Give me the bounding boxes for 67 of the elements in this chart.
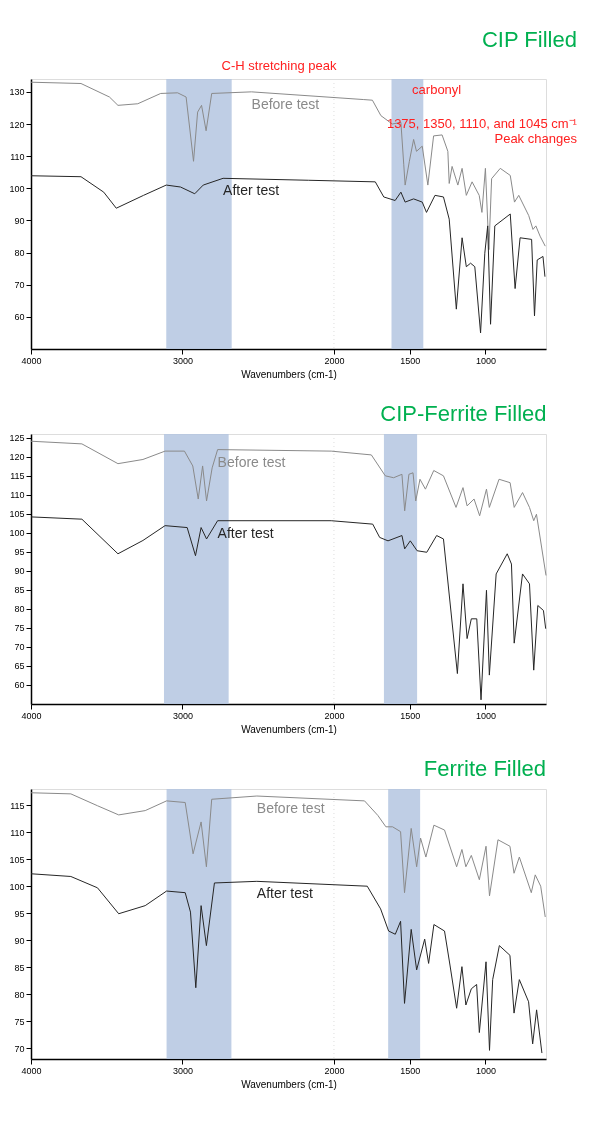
- y-tick-label: 75: [14, 1016, 25, 1027]
- y-tick-label: 65: [14, 661, 25, 672]
- y-tick-label: 90: [14, 566, 25, 577]
- x-axis-title: Wavenumbers (cm-1): [241, 1078, 337, 1090]
- series-label: Before test: [251, 95, 320, 112]
- y-tick-label: 105: [9, 509, 25, 520]
- y-tick-label: 60: [14, 312, 25, 323]
- y-tick-label: 100: [9, 183, 25, 194]
- y-tick-label: 110: [10, 151, 25, 162]
- x-tick-label: 3000: [172, 710, 193, 721]
- x-tick-label: 4000: [21, 710, 42, 721]
- x-tick-label: 1000: [475, 710, 496, 721]
- chart-title: CIP-Ferrite Filled: [380, 400, 547, 426]
- x-axis-title: Wavenumbers (cm-1): [241, 723, 337, 735]
- y-tick-label: 75: [14, 623, 25, 634]
- x-tick-label: 1000: [475, 1065, 496, 1076]
- x-tick-label: 1500: [400, 355, 421, 366]
- chart-title: CIP Filled: [481, 27, 577, 52]
- y-tick-label: 85: [14, 962, 25, 973]
- y-tick-label: 90: [14, 935, 25, 946]
- y-tick-label: 70: [14, 280, 25, 291]
- y-tick-label: 105: [9, 854, 25, 865]
- series-label: After test: [223, 182, 280, 199]
- line-series: [30, 516, 547, 701]
- y-tick-label: 70: [14, 1043, 25, 1054]
- y-tick-label: 110: [10, 490, 25, 501]
- y-tick-label: 80: [14, 248, 25, 259]
- chart-title: Ferrite Filled: [423, 755, 546, 781]
- y-tick-label: 95: [14, 547, 25, 558]
- y-tick-label: 100: [9, 881, 25, 892]
- series-label: After test: [217, 524, 274, 541]
- x-tick-label: 1500: [400, 1065, 421, 1076]
- x-tick-label: 4000: [21, 355, 42, 366]
- y-tick-label: 60: [14, 680, 25, 691]
- x-tick-label: 3000: [172, 1065, 193, 1076]
- x-tick-label: 2000: [324, 1065, 345, 1076]
- y-tick-label: 110: [10, 827, 25, 838]
- y-tick-label: 95: [14, 908, 25, 919]
- line-series: [30, 175, 546, 334]
- y-tick-label: 100: [9, 528, 25, 539]
- y-tick-label: 120: [9, 452, 25, 463]
- series-label: After test: [256, 885, 313, 902]
- x-tick-label: 2000: [324, 355, 345, 366]
- y-tick-label: 115: [10, 471, 25, 482]
- y-tick-label: 85: [14, 585, 25, 596]
- y-tick-label: 70: [14, 642, 25, 653]
- y-tick-label: 80: [14, 989, 25, 1000]
- series-label: Before test: [256, 800, 325, 817]
- y-tick-label: 90: [14, 215, 25, 226]
- x-axis-title: Wavenumbers (cm-1): [241, 368, 337, 380]
- annotation: carbonyl: [412, 82, 462, 97]
- text: C-H stretching peak: [221, 58, 337, 73]
- x-tick-label: 4000: [21, 1065, 42, 1076]
- series-label: Before test: [217, 453, 286, 470]
- y-tick-label: 130: [9, 87, 25, 98]
- y-tick-label: 115: [10, 800, 25, 811]
- y-tick-label: 120: [9, 119, 25, 130]
- x-tick-label: 1500: [400, 710, 421, 721]
- x-tick-label: 3000: [172, 355, 193, 366]
- line-series: [30, 440, 547, 576]
- y-tick-label: 80: [14, 604, 25, 615]
- annotation: 1375, 1350, 1110, and 1045 cm⁻¹ Peak changes: [386, 116, 578, 146]
- y-tick-label: 125: [9, 433, 25, 444]
- line-series: [30, 792, 546, 918]
- x-tick-label: 2000: [324, 710, 345, 721]
- line-series: [30, 873, 543, 1054]
- x-tick-label: 1000: [475, 355, 496, 366]
